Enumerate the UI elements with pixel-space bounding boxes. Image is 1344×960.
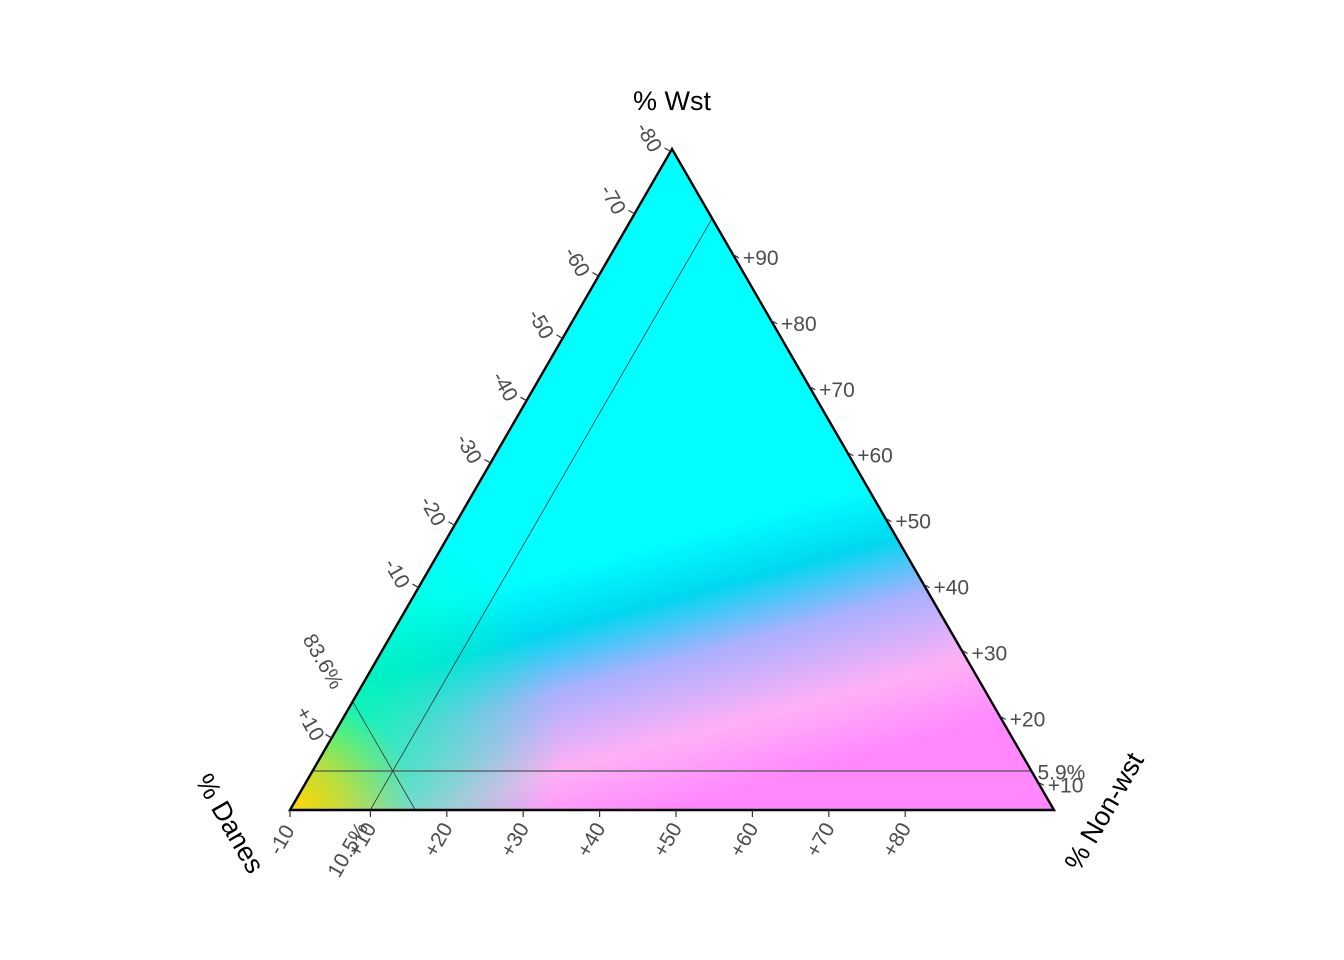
- tick-label-nonwst-4: +40: [573, 819, 611, 861]
- reference-lines: [312, 218, 1032, 811]
- tick-label-dane-5: -60: [559, 243, 594, 281]
- tick-wst-8: [732, 253, 740, 259]
- tick-label-nonwst-6: +60: [726, 819, 764, 861]
- tick-label-nonwst-8: +80: [878, 819, 916, 861]
- tick-dane-1: [448, 521, 455, 526]
- tick-label-wst-8: +90: [743, 247, 779, 270]
- tick-wst-3: [923, 583, 930, 589]
- tick-label-nonwst-0: -10: [264, 821, 299, 859]
- tick-dane-extra: [325, 733, 332, 739]
- tick-dane-2: [484, 458, 491, 464]
- ref-line-dane: [352, 701, 416, 811]
- tick-label-wst-0: +10: [1048, 774, 1084, 797]
- tick-label-wst-7: +80: [781, 313, 817, 336]
- tick-label-nonwst-2: +20: [420, 819, 458, 861]
- tick-label-wst-1: +20: [1010, 708, 1046, 731]
- ref-line-non-wst: [369, 218, 713, 811]
- tick-dane-4: [556, 334, 563, 339]
- tick-dane-3: [520, 396, 527, 402]
- axis-title-wst: % Wst: [633, 86, 711, 116]
- tick-label-dane-3: -40: [487, 368, 522, 406]
- tick-label-dane-4: -50: [523, 305, 558, 343]
- tick-wst-0: [1037, 781, 1045, 786]
- tick-wst-6: [808, 385, 816, 391]
- tick-dane-6: [628, 209, 635, 215]
- tick-label-wst-4: +50: [895, 511, 931, 534]
- ref-label-dane: 83.6%: [298, 630, 348, 693]
- ternary-frame: [287, 146, 1057, 812]
- tick-label-wst-6: +70: [819, 379, 855, 402]
- tick-dane-5: [592, 272, 599, 277]
- tick-label-dane-6: -70: [595, 181, 630, 219]
- tick-label-dane-2: -30: [451, 430, 486, 468]
- tick-wst-4: [885, 517, 892, 523]
- tick-label-dane-7: -80: [631, 119, 666, 157]
- tick-label-nonwst-3: +30: [496, 819, 534, 861]
- axis-title-danes: % Danes: [189, 769, 270, 879]
- tick-wst-1: [999, 715, 1007, 720]
- tick-label-wst-3: +40: [933, 577, 969, 600]
- ref-label-wst: 5.9%: [1037, 762, 1085, 785]
- tick-wst-2: [961, 649, 968, 655]
- tick-label-dane-1: -20: [415, 492, 450, 530]
- tick-label-dane-extra: +10: [291, 703, 329, 745]
- tick-label-wst-5: +60: [857, 445, 893, 468]
- tick-wst-5: [846, 451, 854, 457]
- ternary-color-field: [290, 149, 1054, 810]
- tick-dane-7: [664, 147, 671, 152]
- tick-wst-7: [770, 319, 778, 325]
- tick-label-dane-0: -10: [379, 555, 414, 593]
- tick-label-wst-2: +30: [972, 643, 1008, 666]
- tick-label-nonwst-7: +70: [802, 819, 840, 861]
- tick-marks: [289, 147, 1045, 817]
- tick-dane-0: [412, 583, 419, 589]
- tick-label-nonwst-5: +50: [649, 819, 687, 861]
